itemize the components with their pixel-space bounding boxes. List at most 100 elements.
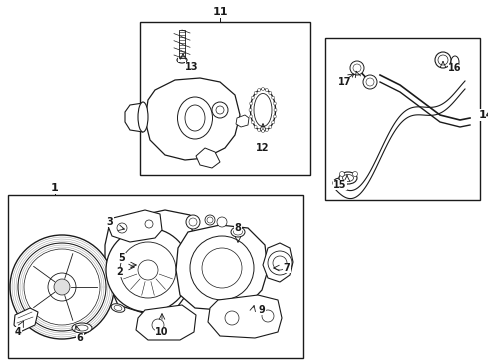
Text: 2: 2: [116, 267, 123, 277]
Circle shape: [254, 126, 257, 129]
Circle shape: [254, 91, 257, 95]
Circle shape: [212, 102, 227, 118]
Circle shape: [352, 64, 360, 72]
Circle shape: [271, 121, 274, 124]
Text: 15: 15: [332, 180, 346, 190]
Polygon shape: [207, 295, 282, 338]
Ellipse shape: [335, 180, 344, 186]
Circle shape: [251, 121, 254, 124]
Circle shape: [273, 115, 276, 118]
Circle shape: [352, 171, 357, 176]
Circle shape: [261, 87, 264, 90]
Circle shape: [206, 217, 213, 223]
Circle shape: [273, 108, 276, 112]
Circle shape: [262, 310, 273, 322]
Circle shape: [138, 260, 158, 280]
Circle shape: [10, 235, 114, 339]
Circle shape: [224, 311, 239, 325]
Text: 10: 10: [155, 327, 168, 337]
Bar: [8, 195, 303, 358]
Circle shape: [217, 217, 226, 227]
Ellipse shape: [342, 175, 353, 181]
Text: 9: 9: [258, 305, 265, 315]
Circle shape: [185, 215, 200, 229]
Text: 4: 4: [15, 327, 21, 337]
Text: 1: 1: [51, 183, 59, 193]
Circle shape: [204, 215, 215, 225]
Ellipse shape: [111, 304, 124, 312]
Circle shape: [18, 243, 106, 331]
Circle shape: [437, 55, 447, 65]
Circle shape: [249, 115, 252, 118]
Polygon shape: [196, 148, 220, 168]
Bar: [179, 30, 184, 58]
Circle shape: [202, 248, 242, 288]
Text: 14: 14: [478, 110, 488, 120]
Ellipse shape: [450, 56, 458, 68]
Circle shape: [265, 129, 268, 131]
Bar: [178, 57, 185, 62]
Text: 12: 12: [256, 143, 269, 153]
Circle shape: [189, 218, 197, 226]
Ellipse shape: [177, 57, 186, 63]
Circle shape: [249, 102, 252, 105]
Ellipse shape: [114, 305, 122, 311]
Polygon shape: [136, 305, 196, 340]
Circle shape: [190, 236, 253, 300]
Circle shape: [24, 249, 100, 325]
Circle shape: [349, 61, 363, 75]
Text: 8: 8: [234, 223, 241, 233]
Circle shape: [362, 75, 376, 89]
Circle shape: [257, 89, 260, 91]
Circle shape: [434, 52, 450, 68]
Circle shape: [120, 242, 176, 298]
Ellipse shape: [184, 105, 204, 131]
Polygon shape: [14, 308, 38, 332]
Circle shape: [152, 319, 163, 331]
Polygon shape: [263, 243, 292, 282]
Ellipse shape: [138, 102, 148, 132]
Circle shape: [267, 251, 291, 275]
Circle shape: [271, 96, 274, 99]
Polygon shape: [145, 78, 240, 160]
Text: 5: 5: [119, 253, 125, 263]
Polygon shape: [105, 210, 195, 315]
Ellipse shape: [332, 178, 346, 188]
Circle shape: [248, 108, 251, 112]
Polygon shape: [176, 225, 267, 310]
Circle shape: [268, 91, 271, 95]
Polygon shape: [125, 103, 142, 132]
Circle shape: [265, 89, 268, 91]
Circle shape: [365, 78, 373, 86]
Circle shape: [48, 273, 76, 301]
Circle shape: [339, 171, 344, 176]
Text: 7: 7: [283, 263, 290, 273]
Text: 17: 17: [338, 77, 351, 87]
Polygon shape: [108, 210, 162, 242]
Ellipse shape: [253, 94, 271, 126]
Circle shape: [251, 96, 254, 99]
Circle shape: [261, 130, 264, 132]
Polygon shape: [236, 115, 248, 127]
Circle shape: [268, 126, 271, 129]
Circle shape: [145, 220, 153, 228]
Text: 3: 3: [106, 217, 113, 227]
Circle shape: [216, 106, 224, 114]
Bar: [325, 38, 479, 200]
Ellipse shape: [76, 325, 88, 331]
Circle shape: [106, 228, 190, 312]
Circle shape: [257, 129, 260, 131]
Circle shape: [273, 102, 276, 105]
Circle shape: [117, 223, 127, 233]
Ellipse shape: [230, 227, 244, 237]
Ellipse shape: [72, 323, 92, 333]
Text: 16: 16: [447, 63, 461, 73]
Ellipse shape: [338, 172, 356, 184]
Ellipse shape: [233, 229, 242, 235]
Ellipse shape: [177, 97, 212, 139]
Text: 6: 6: [77, 333, 83, 343]
Text: 13: 13: [185, 62, 198, 72]
Circle shape: [54, 279, 70, 295]
Ellipse shape: [250, 89, 275, 131]
Text: 11: 11: [212, 7, 227, 17]
